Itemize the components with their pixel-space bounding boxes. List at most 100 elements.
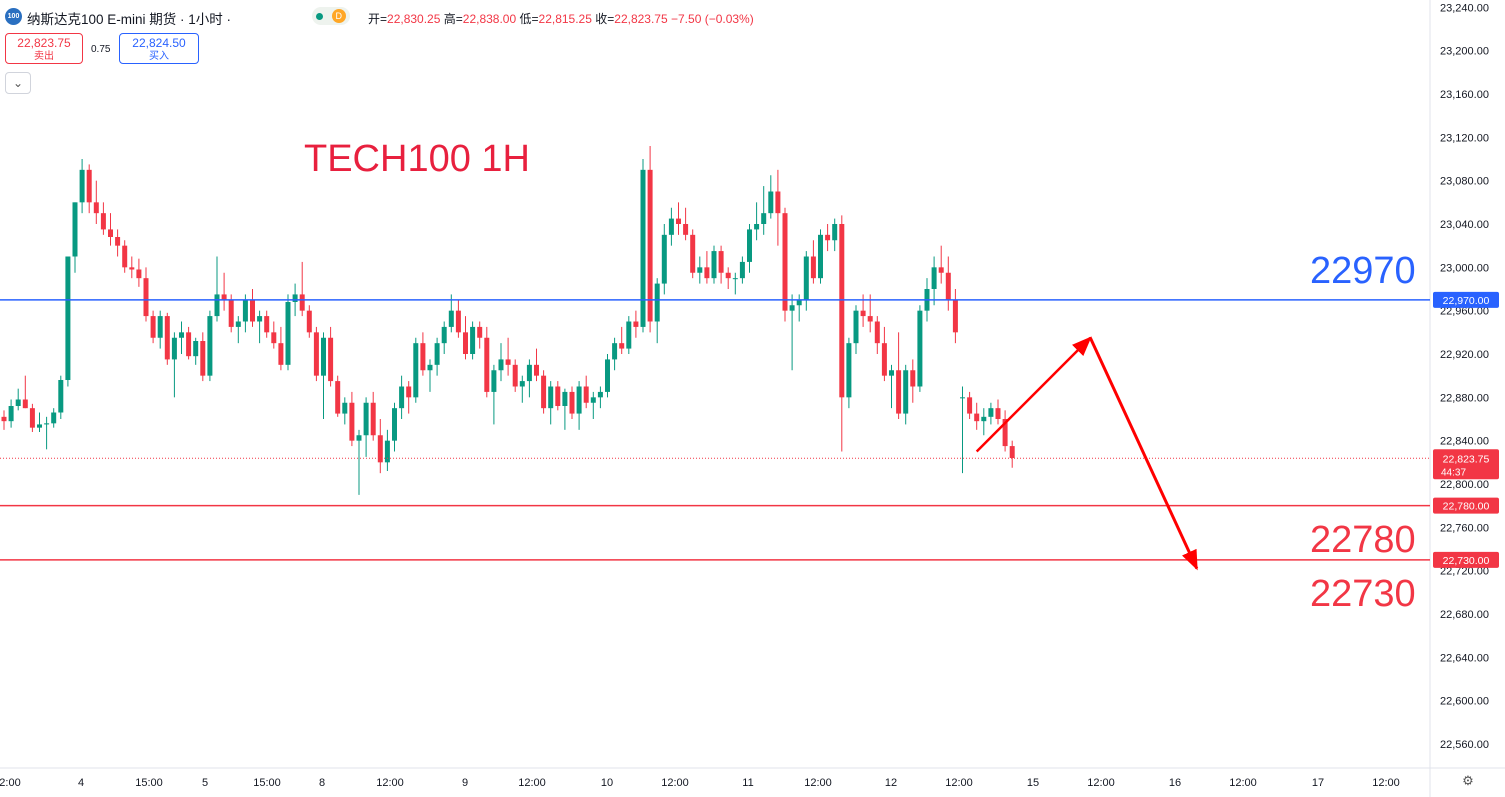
spread-value: 0.75	[91, 44, 111, 55]
y-tick-label: 22,920.00	[1440, 349, 1489, 361]
symbol-title[interactable]: 纳斯达克100 E-mini 期货 · 1小时 ·	[27, 12, 232, 27]
candle-body	[796, 299, 802, 306]
y-tick-label: 22,640.00	[1440, 652, 1489, 664]
candle-body	[541, 375, 547, 409]
x-tick-label: 12	[885, 777, 897, 789]
candle-body	[392, 408, 397, 441]
y-tick-label: 23,000.00	[1440, 262, 1489, 274]
candle-body	[860, 310, 866, 317]
candle-body	[108, 229, 113, 237]
candle-body	[810, 256, 816, 279]
y-tick-label: 22,800.00	[1440, 479, 1489, 491]
buy-button[interactable]: 22,824.50 买入	[119, 33, 199, 64]
candle-body	[455, 310, 461, 333]
candle-body	[583, 386, 589, 403]
market-status-pill[interactable]: D	[312, 7, 350, 25]
candle-body	[952, 299, 958, 333]
candle-body	[271, 332, 277, 344]
candle-body	[264, 316, 270, 333]
candle-body	[619, 343, 625, 349]
candle-body	[917, 310, 923, 387]
candle-body	[576, 386, 582, 414]
candle-body	[115, 237, 121, 246]
y-tick-label: 22,560.00	[1440, 739, 1489, 751]
candle-body	[960, 397, 965, 399]
level-label-22780: 22780	[1310, 518, 1416, 561]
candle-body	[427, 364, 433, 371]
candle-body	[72, 202, 78, 257]
buy-price: 22,824.50	[132, 36, 186, 50]
symbol-logo: 100	[5, 8, 22, 25]
candle-body	[853, 310, 859, 344]
candle-body	[328, 337, 334, 382]
candle-body	[534, 364, 539, 376]
level-price-tag	[1433, 291, 1499, 308]
candle-body	[981, 416, 987, 422]
gear-icon[interactable]: ⚙	[1462, 773, 1474, 788]
candle-body	[803, 256, 809, 300]
candle-body	[377, 435, 383, 463]
x-tick-label: 12:00	[661, 777, 689, 789]
candle-body	[711, 251, 717, 279]
candle-body	[100, 213, 106, 230]
high-label: 高=	[443, 12, 463, 26]
candle-body	[633, 321, 639, 327]
candle-body	[739, 261, 745, 279]
x-tick-label: 16	[1169, 777, 1181, 789]
candle-body	[15, 399, 21, 406]
candle-body	[200, 341, 206, 376]
y-tick-label: 22,960.00	[1440, 306, 1489, 318]
candle-body	[65, 256, 71, 380]
candle-body	[945, 272, 951, 300]
x-tick-label: 9	[462, 777, 468, 789]
candle-body	[1, 416, 7, 422]
candle-body	[484, 337, 490, 392]
x-tick-label: 12:00	[945, 777, 973, 789]
x-tick-label: 15:00	[135, 777, 163, 789]
buy-label: 买入	[149, 51, 169, 62]
candle-body	[505, 359, 511, 365]
y-tick-label: 22,760.00	[1440, 522, 1489, 534]
high-value: 22,838.00	[462, 12, 517, 26]
candle-body	[519, 381, 525, 387]
candle-body	[299, 294, 305, 311]
candle-body	[463, 332, 468, 354]
x-tick-label: 17	[1312, 777, 1324, 789]
candle-body	[825, 234, 831, 241]
candle-body	[122, 245, 128, 268]
candle-body	[967, 397, 973, 414]
candle-body	[363, 402, 369, 436]
candle-body	[761, 213, 767, 224]
candle-body	[697, 267, 703, 273]
candle-body	[668, 218, 674, 235]
candle-body	[157, 316, 163, 338]
candle-body	[938, 267, 944, 273]
x-tick-label: 15	[1027, 777, 1039, 789]
x-tick-label: 4	[78, 777, 84, 789]
candle-body	[889, 370, 894, 376]
candle-body	[406, 386, 412, 398]
candle-body	[214, 294, 220, 317]
y-tick-label: 22,600.00	[1440, 696, 1489, 708]
sell-button[interactable]: 22,823.75 卖出	[5, 33, 83, 64]
candle-body	[250, 299, 255, 322]
chevron-down-icon: ⌄	[12, 76, 24, 90]
candle-body	[612, 343, 618, 360]
candle-body	[171, 337, 177, 360]
candle-body	[434, 343, 440, 365]
candle-body	[988, 408, 994, 417]
level-price-tag	[1433, 497, 1499, 514]
y-tick-label: 23,200.00	[1440, 46, 1489, 58]
candle-body	[306, 310, 312, 333]
close-value: 22,823.75	[614, 12, 668, 26]
level-price-tag-text: 22,970.00	[1443, 295, 1490, 307]
y-tick-label: 22,680.00	[1440, 609, 1489, 621]
open-label: 开=	[368, 12, 388, 26]
candle-body	[420, 343, 426, 371]
candle-body	[640, 169, 646, 327]
candle-body	[186, 332, 192, 357]
collapse-legend-button[interactable]: ⌄	[5, 72, 31, 94]
candle-body	[86, 169, 92, 203]
candle-body	[832, 224, 838, 241]
